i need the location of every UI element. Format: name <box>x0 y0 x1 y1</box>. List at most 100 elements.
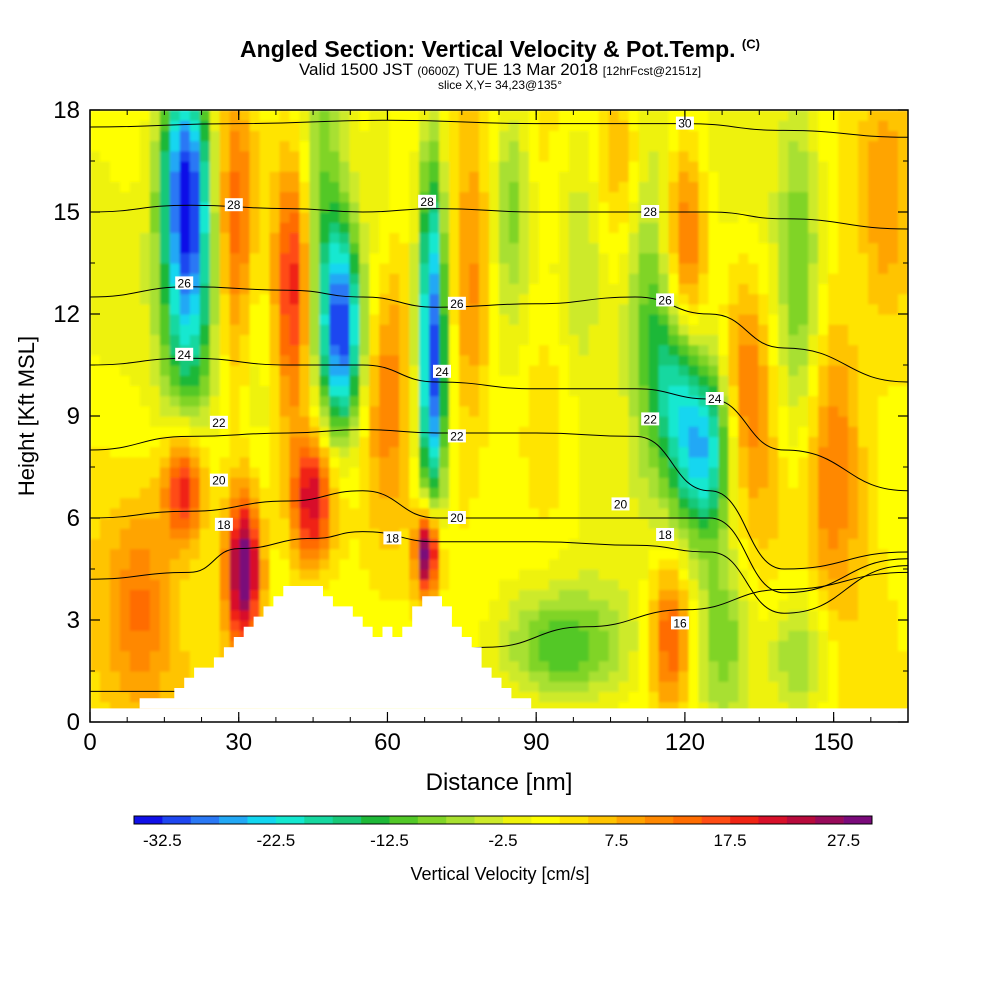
velocity-cell <box>818 558 829 570</box>
velocity-cell <box>798 640 809 652</box>
velocity-cell <box>159 507 171 519</box>
velocity-cell <box>489 293 500 305</box>
velocity-cell <box>668 222 680 233</box>
velocity-cell <box>439 538 450 550</box>
velocity-cell <box>618 140 630 152</box>
velocity-cell <box>489 212 500 223</box>
velocity-cell <box>229 150 241 162</box>
velocity-cell <box>229 293 241 305</box>
velocity-cell <box>668 497 680 509</box>
velocity-cell <box>788 558 799 570</box>
velocity-cell <box>648 140 660 152</box>
velocity-cell <box>708 354 720 366</box>
velocity-cell <box>848 130 859 142</box>
velocity-cell <box>768 630 779 641</box>
velocity-cell <box>868 467 879 478</box>
velocity-cell <box>588 181 600 193</box>
velocity-cell <box>409 405 420 417</box>
velocity-cell <box>718 660 730 672</box>
velocity-cell <box>888 263 899 274</box>
velocity-cell <box>838 558 849 570</box>
velocity-cell <box>459 232 470 244</box>
velocity-cell <box>728 110 740 121</box>
velocity-cell <box>149 640 161 652</box>
velocity-cell <box>558 252 570 264</box>
velocity-cell <box>758 691 769 703</box>
velocity-cell <box>728 609 740 621</box>
velocity-cell <box>199 354 211 366</box>
velocity-cell <box>99 110 111 121</box>
velocity-cell <box>708 293 720 305</box>
velocity-cell <box>848 569 859 580</box>
velocity-cell <box>548 558 560 570</box>
velocity-cell <box>369 507 380 519</box>
velocity-cell <box>469 222 480 233</box>
velocity-cell <box>499 212 510 223</box>
velocity-cell <box>678 110 690 121</box>
velocity-cell <box>568 232 580 244</box>
velocity-cell <box>129 681 141 692</box>
velocity-cell <box>518 467 530 478</box>
velocity-cell <box>419 365 430 376</box>
velocity-cell <box>598 120 610 131</box>
velocity-cell <box>499 477 510 488</box>
contour-label-bg <box>641 412 660 426</box>
velocity-cell <box>439 232 450 244</box>
velocity-cell <box>598 599 610 611</box>
velocity-cell <box>269 303 281 315</box>
velocity-cell <box>648 518 660 529</box>
velocity-cell <box>209 609 221 621</box>
velocity-cell <box>479 222 490 233</box>
velocity-cell <box>359 130 370 142</box>
velocity-cell <box>568 314 580 325</box>
velocity-cell <box>508 171 520 182</box>
velocity-cell <box>299 191 311 203</box>
velocity-cell <box>469 385 480 397</box>
velocity-cell <box>638 467 650 478</box>
velocity-cell <box>129 446 141 458</box>
velocity-cell <box>758 150 769 162</box>
velocity-cell <box>748 110 759 121</box>
velocity-cell <box>888 589 899 601</box>
velocity-cell <box>708 630 720 641</box>
velocity-cell <box>149 395 161 407</box>
velocity-cell <box>499 293 510 305</box>
velocity-cell <box>219 263 231 274</box>
velocity-cell <box>738 212 749 223</box>
velocity-cell <box>289 130 301 142</box>
velocity-cell <box>309 477 321 488</box>
velocity-cell <box>139 477 151 488</box>
velocity-cell <box>269 161 281 172</box>
velocity-cell <box>638 538 650 550</box>
velocity-cell <box>99 467 111 478</box>
velocity-cell <box>788 232 799 244</box>
velocity-cell <box>578 222 590 233</box>
velocity-cell <box>598 538 610 550</box>
velocity-cell <box>718 467 730 478</box>
velocity-cell <box>479 314 490 325</box>
velocity-cell <box>608 303 620 315</box>
velocity-cell <box>868 507 879 519</box>
velocity-cell <box>648 405 660 417</box>
velocity-cell <box>678 467 690 478</box>
velocity-cell <box>758 181 769 193</box>
velocity-cell <box>139 334 151 346</box>
velocity-cell <box>259 405 271 417</box>
velocity-cell <box>738 324 749 335</box>
velocity-cell <box>768 640 779 652</box>
velocity-cell <box>538 171 550 182</box>
velocity-cell <box>628 283 640 295</box>
velocity-cell <box>449 599 460 611</box>
velocity-cell <box>628 405 640 417</box>
velocity-cell <box>768 436 779 448</box>
velocity-cell <box>359 416 370 427</box>
velocity-cell <box>688 365 700 376</box>
velocity-cell <box>878 518 889 529</box>
velocity-cell <box>159 630 171 641</box>
velocity-cell <box>518 446 530 458</box>
velocity-cell <box>678 171 690 182</box>
contour-label-bg <box>214 517 233 531</box>
velocity-cell <box>848 467 859 478</box>
velocity-cell <box>139 518 151 529</box>
velocity-cell <box>239 212 251 223</box>
